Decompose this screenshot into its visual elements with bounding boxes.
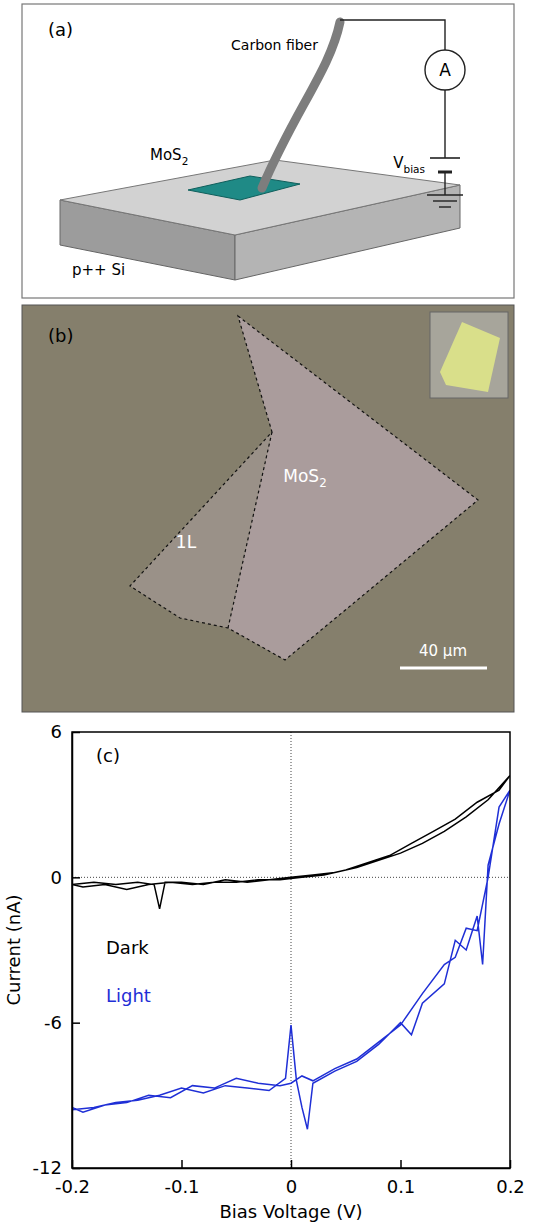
y-tick-label: -6 bbox=[44, 1012, 62, 1033]
micrograph bbox=[22, 305, 514, 712]
series-line bbox=[72, 776, 510, 909]
x-tick: -0.1 bbox=[164, 1160, 199, 1197]
scale-bar bbox=[400, 667, 487, 670]
panel-letter: (a) bbox=[48, 19, 73, 40]
x-axis-title: Bias Voltage (V) bbox=[219, 1201, 362, 1222]
label: A bbox=[439, 60, 451, 80]
label-sub: 2 bbox=[182, 155, 189, 167]
flake-outline bbox=[130, 316, 478, 660]
label-sub: bias bbox=[404, 163, 426, 175]
label: Carbon fiber bbox=[231, 37, 318, 53]
inset-flake bbox=[440, 322, 500, 392]
panel-b: (b) 1L MoS2 40 µm bbox=[22, 305, 514, 712]
flake-divider bbox=[228, 432, 272, 628]
ground bbox=[439, 206, 451, 207]
y-axis-title: Current (nA) bbox=[3, 894, 24, 1005]
y-axis: -12 -6 0 6 bbox=[33, 721, 80, 1178]
label: 40 µm bbox=[419, 642, 467, 660]
panel-a: (a) Carbon fiber A Vbias MoS2 p++ Si bbox=[22, 4, 514, 298]
x-tick-label: 0 bbox=[286, 1176, 297, 1197]
panel-letter: (c) bbox=[96, 745, 120, 766]
panel-c: -0.2 -0.1 0 0.1 0.2 -12 -6 0 6 Bias Voltage (V) Cu… bbox=[3, 721, 525, 1222]
x-tick-label: -0.2 bbox=[55, 1176, 90, 1197]
inset bbox=[430, 312, 508, 398]
ground bbox=[427, 194, 463, 195]
x-tick-mark bbox=[181, 1160, 183, 1168]
y-axis-line bbox=[72, 733, 74, 1169]
plot-lines bbox=[72, 776, 510, 1130]
x-tick: 0 bbox=[286, 1160, 297, 1197]
y-tick-label: 6 bbox=[51, 721, 62, 742]
y-tick-label: 0 bbox=[51, 867, 62, 888]
x-tick-label: 0.1 bbox=[387, 1176, 416, 1197]
ground bbox=[433, 200, 457, 201]
zero-line bbox=[291, 732, 292, 1168]
panel-letter: (b) bbox=[48, 325, 73, 346]
series-label: Dark bbox=[106, 937, 149, 958]
y-tick: 0 bbox=[51, 867, 80, 888]
ammeter bbox=[425, 50, 465, 90]
battery-plate bbox=[438, 171, 452, 174]
flake-monolayer bbox=[130, 432, 272, 628]
plot-frame bbox=[72, 732, 510, 1168]
label: MoS2 bbox=[283, 466, 326, 490]
x-tick-mark bbox=[291, 1160, 293, 1168]
x-tick-mark bbox=[510, 1160, 512, 1168]
mos2-flake bbox=[188, 176, 300, 200]
y-tick: 6 bbox=[51, 721, 80, 742]
x-tick: 0.1 bbox=[387, 1160, 416, 1197]
wire bbox=[340, 20, 445, 195]
panel-frame bbox=[22, 4, 514, 298]
label: 1L bbox=[176, 532, 197, 552]
label-base: MoS bbox=[150, 146, 182, 164]
y-tick: -12 bbox=[33, 1157, 80, 1178]
label-base: MoS bbox=[283, 466, 319, 486]
x-tick-mark bbox=[400, 1160, 402, 1168]
series-line bbox=[72, 790, 510, 1129]
battery-plate bbox=[430, 157, 460, 159]
label: Vbias bbox=[393, 154, 425, 175]
x-tick: 0.2 bbox=[496, 1160, 525, 1197]
y-tick-mark bbox=[72, 1168, 80, 1170]
x-tick-label: -0.1 bbox=[164, 1176, 199, 1197]
y-tick-mark bbox=[72, 732, 80, 734]
y-tick-label: -12 bbox=[33, 1157, 62, 1178]
y-tick-mark bbox=[72, 1022, 80, 1024]
figure: (a)Carbon fiberAVbiasMoS2p++ Si(b)1LMoS2… bbox=[0, 0, 533, 1228]
y-tick: -6 bbox=[44, 1012, 80, 1033]
x-axis: -0.2 -0.1 0 0.1 0.2 bbox=[55, 1160, 525, 1197]
label-sub: 2 bbox=[319, 476, 327, 490]
series-label: Light bbox=[106, 985, 151, 1006]
x-tick-label: 0.2 bbox=[496, 1176, 525, 1197]
label: p++ Si bbox=[72, 261, 125, 279]
label: MoS2 bbox=[150, 146, 188, 167]
y-tick-mark bbox=[72, 877, 80, 879]
